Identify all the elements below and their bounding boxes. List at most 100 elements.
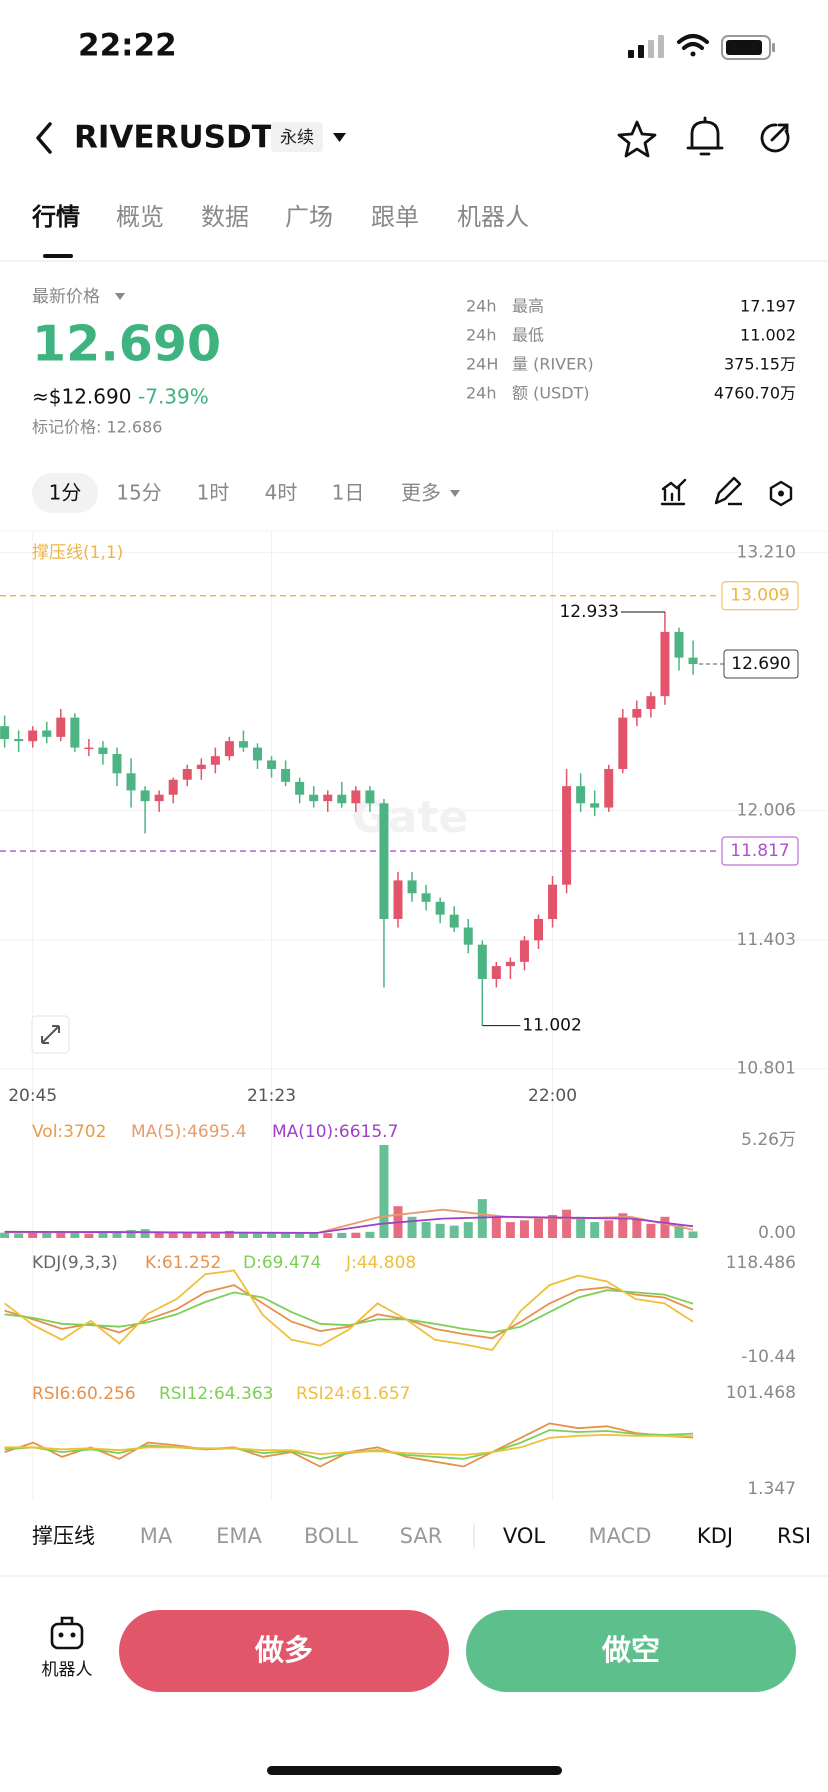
- draw-icon[interactable]: [714, 476, 742, 506]
- short-label: 做空: [601, 1633, 660, 1667]
- long-label: 做多: [254, 1633, 313, 1667]
- interval[interactable]: 更多: [401, 481, 441, 505]
- chart-title: KDJ(9,3,3): [32, 1253, 118, 1273]
- y-tick-label: 118.486: [726, 1253, 796, 1273]
- stat-period: 24h: [466, 384, 497, 403]
- tab[interactable]: 行情: [31, 203, 80, 231]
- candle-body: [337, 794, 347, 804]
- volume-bar: [70, 1232, 80, 1238]
- volume-bar: [281, 1233, 291, 1238]
- y-tick-label: 1.347: [747, 1479, 796, 1499]
- robot-icon[interactable]: [50, 1616, 84, 1650]
- indicator-tab[interactable]: MA: [140, 1524, 173, 1548]
- candle-body: [295, 781, 305, 795]
- candle-body: [421, 893, 431, 902]
- tab[interactable]: 广场: [285, 203, 333, 231]
- volume-bar: [84, 1233, 94, 1238]
- min-label: 11.002: [522, 1016, 581, 1036]
- candle-body: [28, 730, 38, 742]
- y-tick-label: 0.00: [758, 1223, 796, 1243]
- expand-button[interactable]: [31, 1015, 70, 1054]
- tab[interactable]: 概览: [116, 203, 164, 231]
- level-tag: [721, 581, 799, 611]
- indicator-tab[interactable]: MACD: [589, 1524, 652, 1548]
- stat-period: 24h: [466, 297, 497, 316]
- volume-bar: [98, 1233, 108, 1238]
- volume-bar: [42, 1233, 52, 1238]
- contract-type: 永续: [280, 128, 314, 148]
- volume-bar: [210, 1232, 220, 1238]
- candle-body: [407, 880, 417, 894]
- candle-body: [491, 966, 501, 979]
- max-label: 12.933: [559, 602, 618, 622]
- candle-body: [351, 790, 361, 804]
- settings-icon[interactable]: [769, 480, 793, 507]
- alert-icon[interactable]: [686, 116, 724, 156]
- tab[interactable]: 机器人: [457, 203, 529, 231]
- interval[interactable]: 1分: [49, 481, 82, 505]
- legend-label: D:69.474: [243, 1253, 321, 1273]
- y-tick-label: 10.801: [737, 1059, 796, 1079]
- interval[interactable]: 15分: [116, 481, 161, 505]
- interval[interactable]: 1时: [197, 481, 230, 505]
- status-time: 22:22: [78, 28, 177, 64]
- legend-label: MA(5):4695.4: [131, 1122, 247, 1142]
- indicator-tab[interactable]: VOL: [503, 1524, 546, 1548]
- indicator-icon[interactable]: [660, 478, 687, 506]
- candle-body: [534, 918, 543, 941]
- volume-bar: [534, 1218, 543, 1238]
- volume-bar: [56, 1230, 66, 1238]
- signal-icon: [628, 35, 664, 58]
- share-icon[interactable]: [760, 123, 790, 153]
- robot-label: 机器人: [42, 1660, 93, 1680]
- volume-bar: [154, 1232, 164, 1238]
- candle-body: [14, 739, 24, 742]
- volume-bar: [688, 1231, 698, 1238]
- candle-body: [210, 756, 220, 765]
- volume-bar: [646, 1223, 656, 1238]
- stat-value: 4760.70万: [714, 384, 796, 403]
- symbol-dropdown[interactable]: [333, 133, 346, 142]
- legend-label: K:61.252: [145, 1253, 221, 1273]
- usd-price: ≈$12.690: [32, 385, 131, 409]
- indicator-tab[interactable]: 撑压线: [32, 1524, 95, 1548]
- candle-body: [112, 754, 122, 774]
- volume-bar: [14, 1233, 24, 1238]
- interval[interactable]: 4时: [265, 481, 298, 505]
- candle-body: [576, 786, 586, 804]
- candle-body: [519, 940, 529, 962]
- tab[interactable]: 数据: [201, 203, 249, 231]
- chart-title: 撑压线(1,1): [32, 543, 123, 563]
- volume-bar: [618, 1213, 628, 1238]
- candle-body: [56, 717, 66, 737]
- volume-bar: [548, 1215, 558, 1238]
- favorite-icon[interactable]: [617, 120, 657, 158]
- indicator-line: [4, 1429, 694, 1460]
- indicator-tab[interactable]: BOLL: [304, 1524, 358, 1548]
- short-button[interactable]: [466, 1610, 796, 1692]
- indicator-tab[interactable]: KDJ: [697, 1524, 733, 1548]
- candle-body: [168, 779, 178, 795]
- volume-bar: [407, 1216, 417, 1238]
- candle-body: [42, 730, 52, 737]
- contract-badge: [271, 122, 323, 152]
- candle-body: [238, 741, 248, 748]
- candle-body: [267, 760, 277, 770]
- interval[interactable]: 1日: [332, 481, 365, 505]
- candle-body: [98, 747, 108, 755]
- volume-bar: [224, 1230, 234, 1238]
- tab[interactable]: 跟单: [371, 203, 419, 231]
- x-tick-label: 22:00: [528, 1086, 577, 1106]
- settings-dot: [778, 490, 784, 497]
- candle-body: [548, 884, 558, 919]
- long-button[interactable]: [119, 1610, 449, 1692]
- chart-area: 20:45 21:23 22:0013.21012.00611.40310.801G…: [0, 531, 828, 1500]
- indicator-tab[interactable]: SAR: [400, 1524, 443, 1548]
- wifi-icon: [677, 34, 709, 57]
- back-button[interactable]: [36, 122, 52, 154]
- indicator-tab[interactable]: RSI: [777, 1524, 811, 1548]
- price-dropdown[interactable]: [115, 293, 125, 300]
- indicator-tab[interactable]: EMA: [216, 1524, 262, 1548]
